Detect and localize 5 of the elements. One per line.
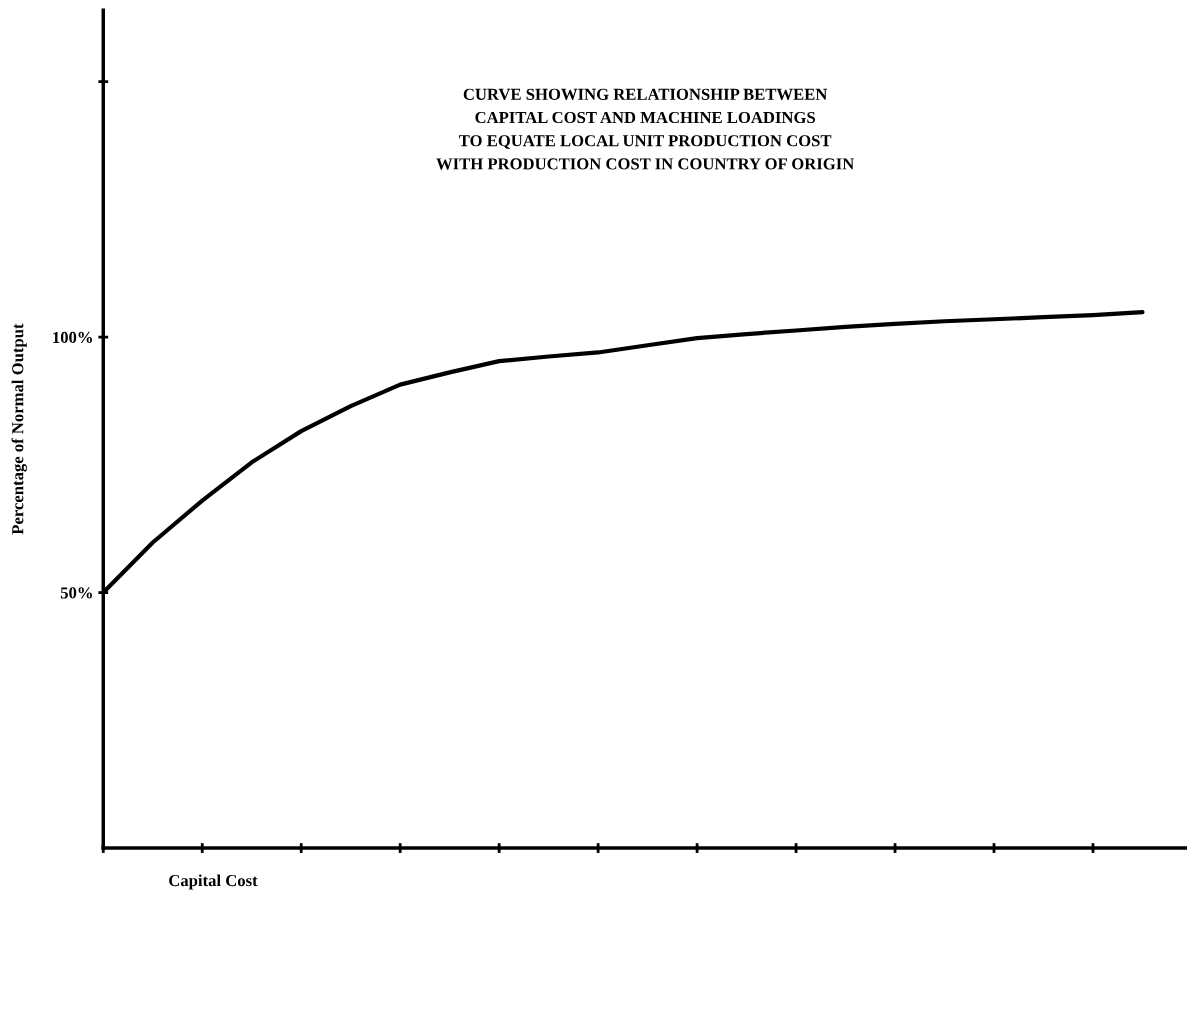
y-tick-label: 100% <box>53 331 92 344</box>
text: CURVE SHOWING RELATIONSHIP BETWEEN CAPITAL COST AND MACHINE LOADINGS TO EQUATE LOCAL UNIT PRODUCTION COST WITH PRODUCTION COST IN COUNTRY OF ORIGIN <box>436 88 855 170</box>
x-axis-title: Capital Cost <box>169 874 258 890</box>
y-tick-label: 50% <box>60 587 92 599</box>
y-axis-title: Percentage of Normal Output <box>11 323 27 535</box>
